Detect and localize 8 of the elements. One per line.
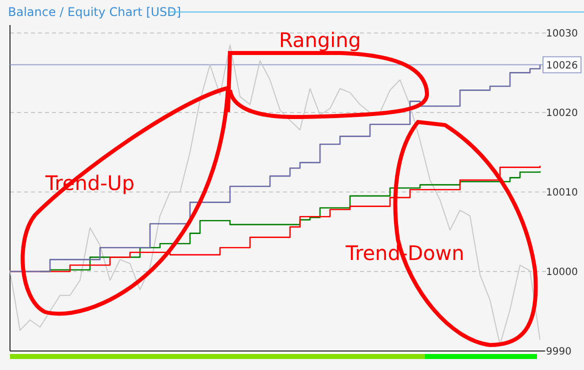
y-tick-label: 10000 — [546, 266, 578, 278]
ref-line-label: 10026 — [546, 60, 578, 72]
y-tick-label: 10010 — [546, 187, 578, 198]
chart-title: Balance / Equity Chart [USD] — [8, 5, 182, 19]
y-tick-label: 9990 — [546, 346, 572, 358]
y-tick-label: 10030 — [546, 28, 578, 40]
y-tick-label: 10020 — [546, 108, 578, 119]
annotation: Ranging — [278, 28, 362, 52]
